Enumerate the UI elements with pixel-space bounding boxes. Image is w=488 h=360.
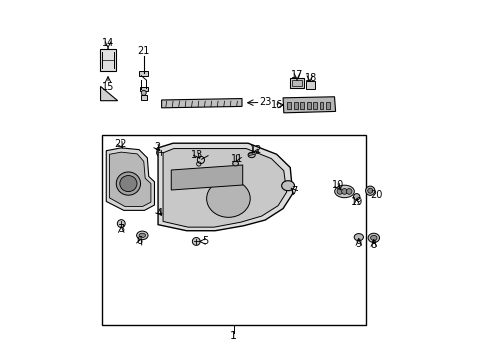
Text: 8: 8 xyxy=(370,240,376,250)
Polygon shape xyxy=(160,209,173,224)
Ellipse shape xyxy=(136,231,148,240)
Polygon shape xyxy=(109,152,151,206)
Text: 23: 23 xyxy=(259,98,271,108)
Bar xyxy=(305,81,314,89)
Polygon shape xyxy=(158,143,292,231)
Circle shape xyxy=(367,188,372,193)
Ellipse shape xyxy=(334,185,354,198)
Text: 4: 4 xyxy=(156,208,162,218)
Ellipse shape xyxy=(120,176,137,192)
Bar xyxy=(306,102,310,109)
Polygon shape xyxy=(162,99,242,108)
Text: 1: 1 xyxy=(230,332,237,342)
Bar xyxy=(312,102,316,109)
Ellipse shape xyxy=(247,152,255,158)
Ellipse shape xyxy=(281,181,294,191)
Text: 13: 13 xyxy=(191,150,203,160)
Circle shape xyxy=(365,186,374,195)
Text: 10: 10 xyxy=(331,180,344,190)
Circle shape xyxy=(141,90,146,95)
Circle shape xyxy=(341,189,346,194)
Circle shape xyxy=(336,189,342,194)
Bar xyxy=(325,102,329,109)
Ellipse shape xyxy=(206,180,250,217)
Text: 3: 3 xyxy=(118,224,124,234)
Bar xyxy=(293,102,297,109)
Circle shape xyxy=(197,157,204,163)
Text: 12: 12 xyxy=(249,145,262,155)
Circle shape xyxy=(117,220,125,228)
Bar xyxy=(291,80,301,86)
Polygon shape xyxy=(171,165,242,190)
Bar xyxy=(248,151,259,156)
Text: 22: 22 xyxy=(114,139,126,149)
Ellipse shape xyxy=(370,235,376,240)
Circle shape xyxy=(346,189,351,194)
Ellipse shape xyxy=(116,172,140,195)
Ellipse shape xyxy=(139,233,145,238)
Text: 17: 17 xyxy=(290,70,303,80)
Text: 14: 14 xyxy=(102,38,114,48)
Bar xyxy=(319,102,323,109)
Ellipse shape xyxy=(353,234,363,241)
Text: 6: 6 xyxy=(137,236,142,246)
Circle shape xyxy=(156,148,165,157)
Ellipse shape xyxy=(232,161,238,166)
Circle shape xyxy=(164,214,169,219)
Text: 5: 5 xyxy=(202,237,208,247)
Bar xyxy=(102,135,365,325)
Text: 19: 19 xyxy=(350,197,362,207)
Circle shape xyxy=(353,194,359,200)
Bar xyxy=(290,78,303,88)
Polygon shape xyxy=(283,97,335,113)
Text: 11: 11 xyxy=(231,154,243,164)
Circle shape xyxy=(192,238,200,246)
Ellipse shape xyxy=(367,233,379,243)
Text: 7: 7 xyxy=(291,186,297,197)
Bar xyxy=(287,102,291,109)
Text: 21: 21 xyxy=(137,46,150,57)
Text: 9: 9 xyxy=(355,239,361,249)
Polygon shape xyxy=(101,86,118,101)
Text: 16: 16 xyxy=(270,100,283,110)
Polygon shape xyxy=(163,149,286,227)
Bar xyxy=(300,102,304,109)
Text: 18: 18 xyxy=(304,73,316,83)
Bar xyxy=(139,71,148,76)
Polygon shape xyxy=(106,148,154,210)
Bar xyxy=(140,87,147,91)
Text: 15: 15 xyxy=(102,82,114,92)
Text: 2: 2 xyxy=(154,143,160,153)
Text: 20: 20 xyxy=(369,190,381,200)
Bar xyxy=(100,49,116,71)
Bar xyxy=(141,95,146,100)
